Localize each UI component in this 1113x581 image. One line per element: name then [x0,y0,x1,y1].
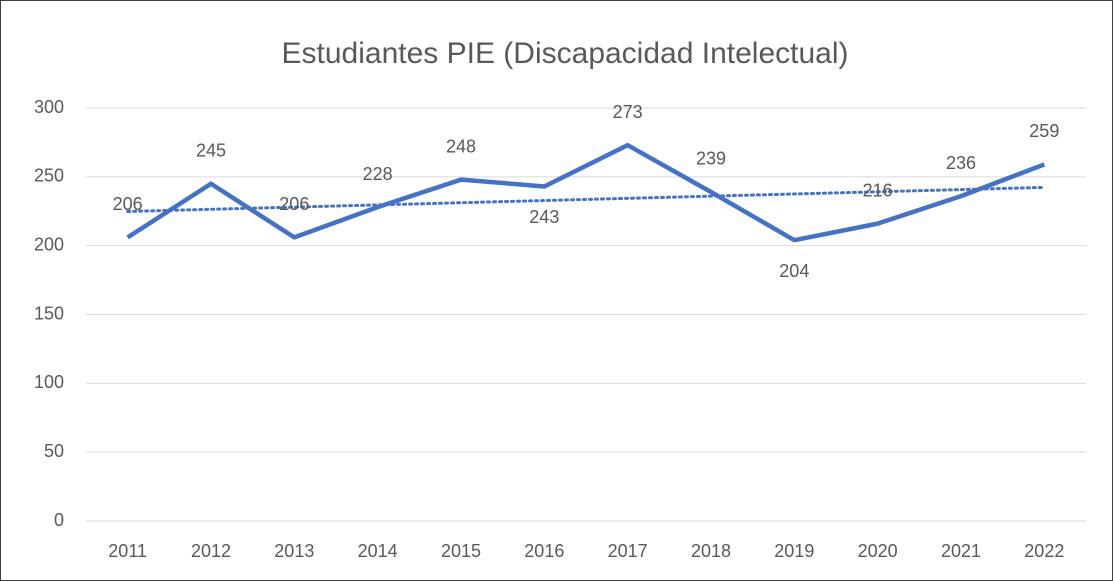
data-label: 245 [196,140,226,160]
y-tick-label: 200 [34,234,64,254]
trendline [126,185,1046,213]
x-tick-label: 2018 [691,541,731,561]
data-label: 206 [279,194,309,214]
x-tick-label: 2013 [274,541,314,561]
data-label: 248 [446,136,476,156]
y-tick-label: 300 [34,97,64,117]
data-label: 228 [363,164,393,184]
data-label: 206 [113,194,143,214]
data-label: 236 [946,153,976,173]
data-label: 243 [529,207,559,227]
y-tick-label: 50 [44,441,64,461]
y-tick-label: 0 [54,510,64,530]
x-tick-label: 2014 [358,541,398,561]
data-label: 273 [613,102,643,122]
x-tick-label: 2016 [524,541,564,561]
x-tick-label: 2022 [1024,541,1064,561]
y-tick-label: 100 [34,372,64,392]
y-tick-label: 150 [34,303,64,323]
data-label: 204 [779,261,809,281]
data-label: 239 [696,149,726,169]
x-tick-label: 2020 [858,541,898,561]
y-tick-label: 250 [34,166,64,186]
x-tick-label: 2021 [941,541,981,561]
x-tick-label: 2012 [191,541,231,561]
x-tick-label: 2011 [108,541,147,561]
x-tick-label: 2019 [774,541,814,561]
x-tick-label: 2015 [441,541,481,561]
data-label: 259 [1029,121,1059,141]
series-line [126,142,1046,243]
x-tick-label: 2017 [608,541,648,561]
data-label: 216 [863,180,893,200]
chart-title: Estudiantes PIE (Discapacidad Intelectua… [282,37,849,70]
